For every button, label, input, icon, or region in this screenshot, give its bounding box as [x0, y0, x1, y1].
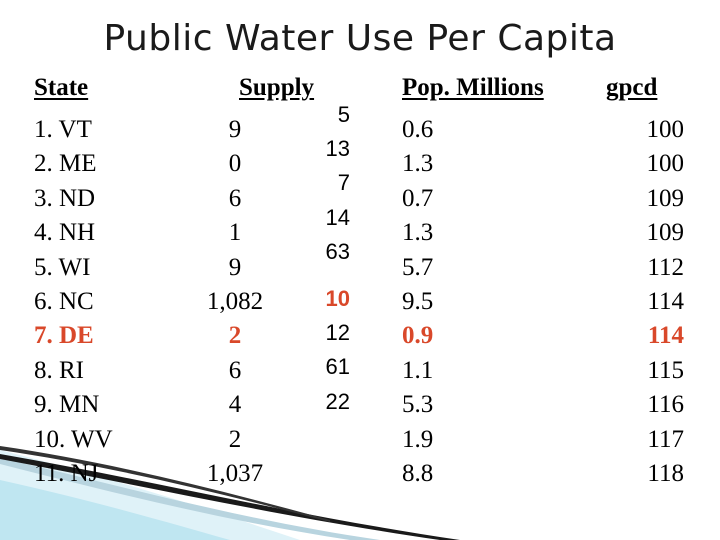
gpcd-cell: 116	[647, 391, 684, 419]
gpcd-cell: 109	[646, 219, 685, 247]
pop-cell: 0.9	[402, 322, 434, 350]
page-title: Public Water Use Per Capita	[103, 18, 617, 59]
gpcd-cell: 114	[647, 287, 684, 315]
gpcd-cell: 100	[646, 116, 685, 143]
pop-cell: 1.3	[402, 219, 434, 247]
supply-b-cell: 63	[325, 238, 350, 264]
state-cell: 9. MN	[34, 391, 100, 419]
supply-secondary-column: 5 13 7 14 63 10 12 61 22	[300, 98, 350, 419]
supply-b-cell: 14	[325, 204, 350, 230]
supply-a-cell: 0	[228, 150, 242, 178]
state-cell: 5. WI	[34, 253, 91, 281]
gpcd-cell: 109	[646, 184, 685, 212]
gpcd-cell: 117	[647, 425, 684, 453]
pop-cell: 5.3	[402, 391, 434, 419]
supply-a-cell: 1	[228, 219, 242, 247]
gpcd-cell: 114	[647, 322, 684, 350]
supply-a-cell: 1,082	[206, 287, 264, 315]
supply-b-cell: 10	[325, 285, 350, 311]
supply-b-cell: 22	[325, 388, 350, 414]
pop-cell: 5.7	[402, 253, 434, 281]
state-column: 1. VT 2. ME 3. ND 4. NH 5. WI 6. NC 7. DE 8. RI…	[34, 113, 113, 491]
gpcd-cell: 112	[647, 253, 684, 281]
state-cell: 8. RI	[34, 356, 84, 384]
supply-a-cell: 9	[228, 253, 242, 281]
gpcd-column: 100 100 109 109 112 114 114 115 116 117 118	[570, 113, 685, 491]
state-cell: 2. ME	[34, 150, 97, 178]
gpcd-cell: 115	[647, 356, 684, 384]
supply-b-cell: 7	[337, 170, 350, 196]
state-cell: 6. NC	[34, 287, 94, 315]
header-supply: Supply	[239, 74, 315, 101]
supply-a-cell: 9	[228, 116, 242, 143]
supply-b-cell: 12	[325, 320, 350, 346]
population-column: 0.6 1.3 0.7 1.3 5.7 9.5 0.9 1.1 5.3 1.9 8.8	[402, 113, 433, 491]
supply-a-cell: 1,037	[206, 459, 264, 487]
state-cell: 4. NH	[34, 219, 96, 247]
state-cell: 11. NJ	[34, 459, 99, 487]
state-cell: 7. DE	[34, 322, 94, 350]
header-state: State	[34, 74, 89, 101]
state-cell: 10. WV	[34, 425, 113, 453]
decorative-swoosh	[0, 446, 460, 540]
header-pop-millions: Pop. Millions	[402, 74, 544, 101]
supply-b-cell: 13	[325, 136, 350, 162]
pop-cell: 1.1	[402, 356, 434, 384]
header-gpcd: gpcd	[606, 74, 658, 101]
supply-a-cell: 6	[228, 184, 242, 212]
supply-b-cell: 5	[337, 102, 350, 127]
pop-cell: 1.9	[402, 425, 434, 453]
pop-cell: 0.6	[402, 116, 434, 143]
supply-primary-column: 9 0 6 1 9 1,082 2 6 4 2 1,037	[190, 113, 280, 491]
state-cell: 1. VT	[34, 116, 92, 143]
pop-cell: 1.3	[402, 150, 434, 178]
gpcd-cell: 100	[646, 150, 685, 178]
pop-cell: 0.7	[402, 184, 434, 212]
supply-a-cell: 6	[228, 356, 242, 384]
supply-a-cell: 4	[228, 391, 242, 419]
state-cell: 3. ND	[34, 184, 96, 212]
gpcd-cell: 118	[647, 459, 684, 487]
supply-b-cell: 61	[325, 354, 350, 380]
supply-a-cell: 2	[228, 322, 242, 350]
pop-cell: 9.5	[402, 287, 434, 315]
supply-a-cell: 2	[228, 425, 242, 453]
pop-cell: 8.8	[402, 459, 434, 487]
